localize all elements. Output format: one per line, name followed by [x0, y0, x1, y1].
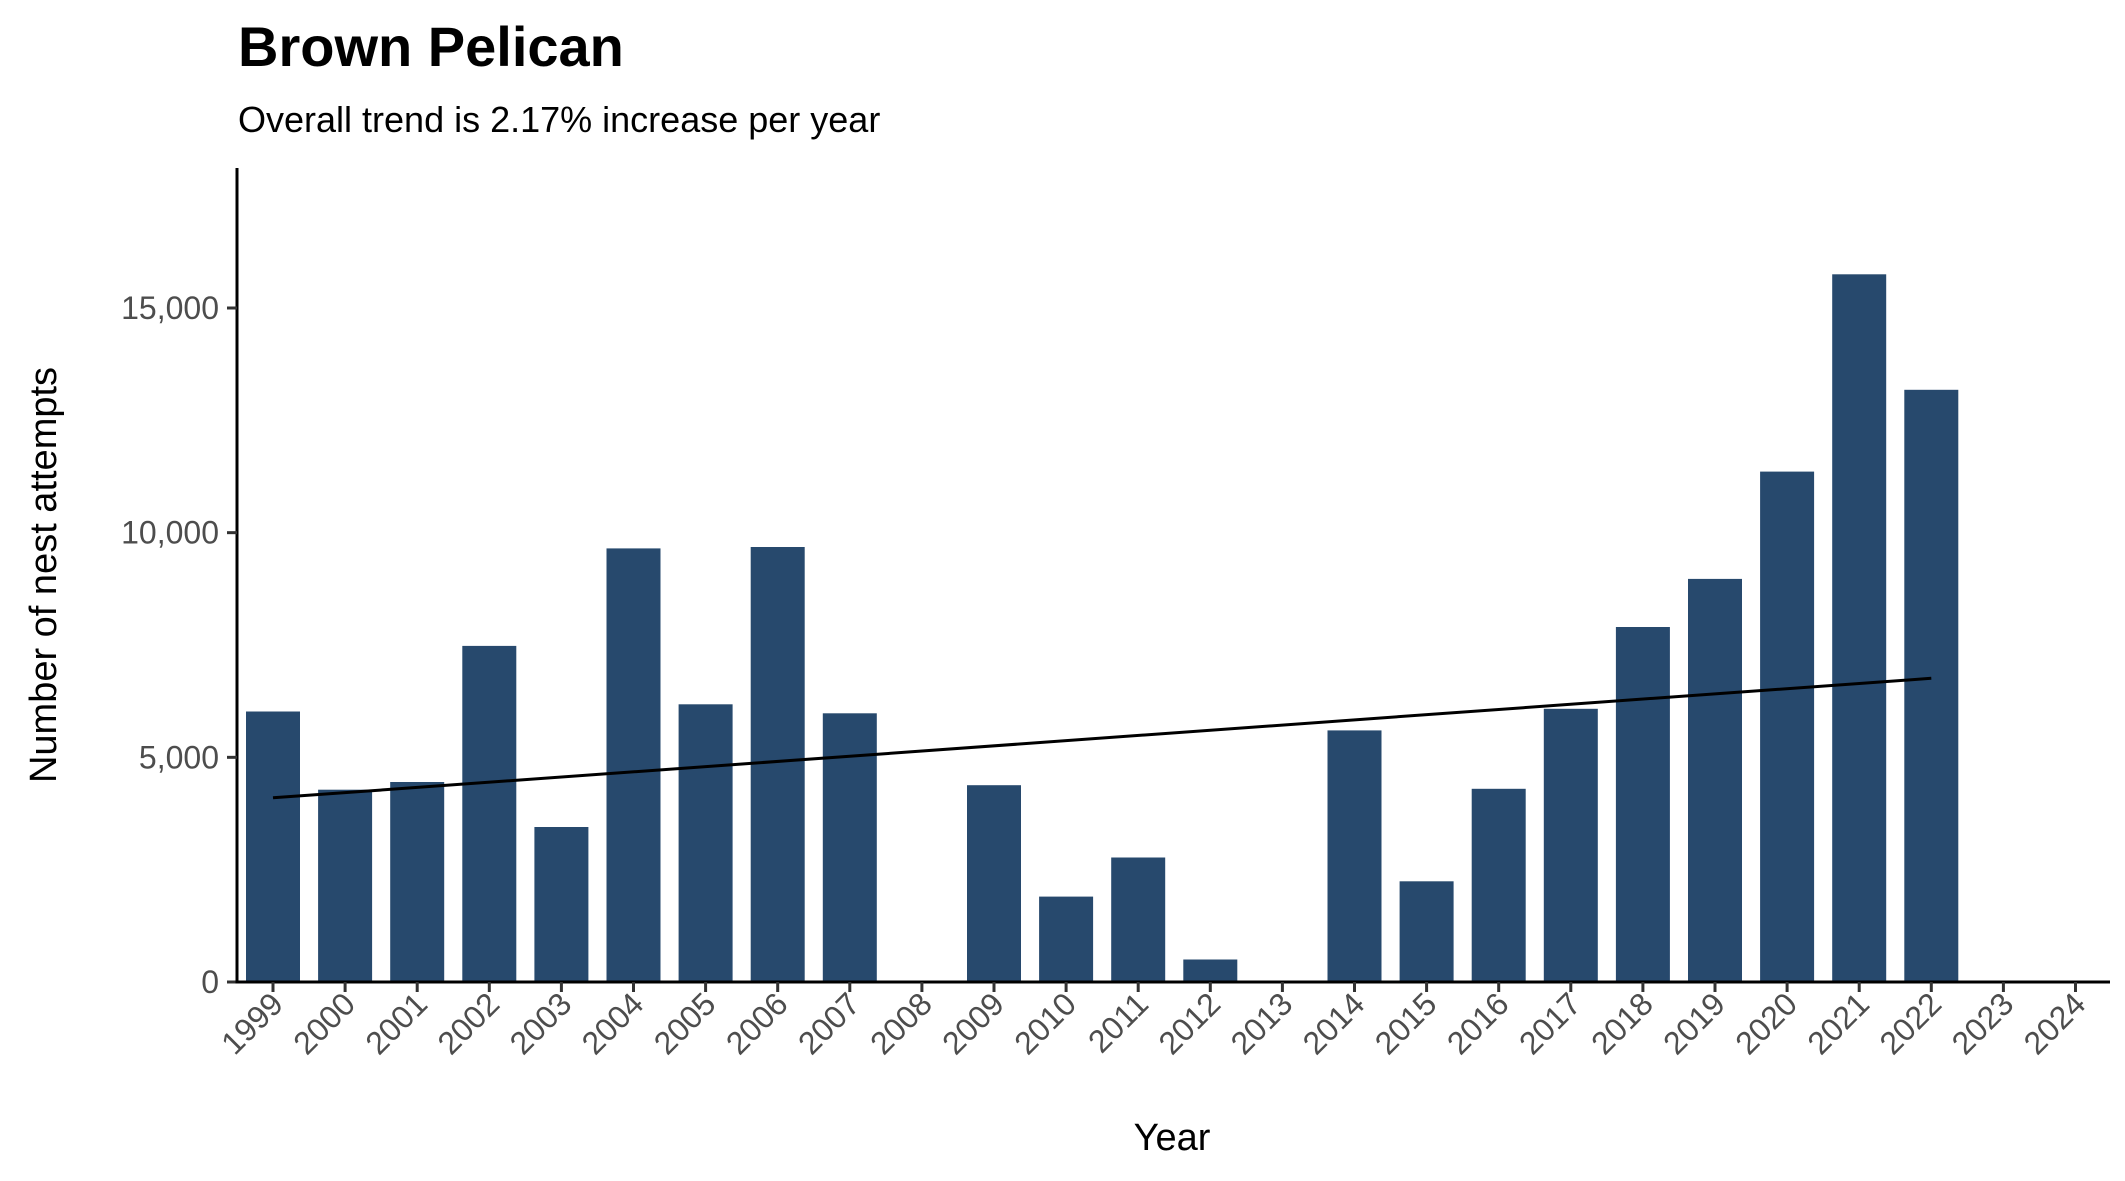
- bar-2011: [1111, 857, 1166, 982]
- bar-2005: [678, 704, 733, 982]
- x-tick-label: 2010: [1007, 985, 1083, 1061]
- bar-2021: [1832, 274, 1887, 982]
- y-axis: 0 5,000 10,000 15,000: [121, 168, 239, 1000]
- x-axis-title: Year: [1134, 1117, 1211, 1159]
- x-tick-label: 2007: [791, 985, 867, 1061]
- x-tick-label: 1999: [214, 985, 290, 1061]
- bar-2022: [1904, 389, 1959, 982]
- x-tick-label: 2021: [1800, 985, 1876, 1061]
- trend-group: [272, 676, 1932, 800]
- x-tick-label: 2015: [1368, 985, 1444, 1061]
- x-tick-label: 2024: [2017, 985, 2093, 1061]
- bar-2016: [1471, 788, 1526, 982]
- x-tick-label: 2001: [358, 985, 434, 1061]
- x-tick-label: 2022: [1872, 985, 1948, 1061]
- bar-2015: [1399, 881, 1454, 982]
- bar-2012: [1183, 959, 1238, 982]
- x-tick-label: 2016: [1440, 985, 1516, 1061]
- x-tick-label: 2004: [575, 985, 651, 1061]
- chart-title: Brown Pelican: [238, 15, 624, 78]
- x-tick-label: 2013: [1224, 985, 1300, 1061]
- bar-2014: [1327, 730, 1382, 982]
- y-tick-label: 5,000: [139, 739, 219, 775]
- bars-group: [246, 274, 1959, 982]
- x-tick-label: 2008: [863, 985, 939, 1061]
- x-tick-label: 2018: [1584, 985, 1660, 1061]
- x-tick-label: 2014: [1296, 985, 1372, 1061]
- bar-1999: [246, 711, 300, 982]
- bar-2004: [606, 548, 661, 982]
- x-tick-label: 2017: [1512, 985, 1588, 1061]
- bar-2001: [390, 782, 445, 982]
- x-tick-label: 2000: [286, 985, 362, 1061]
- bar-2002: [462, 645, 517, 982]
- x-tick-label: 2006: [719, 985, 795, 1061]
- x-tick-label: 2020: [1728, 985, 1804, 1061]
- bar-2017: [1543, 708, 1598, 982]
- x-tick-label: 2002: [430, 985, 506, 1061]
- y-tick-label: 10,000: [121, 515, 219, 551]
- y-tick-label: 0: [201, 964, 219, 1000]
- x-tick-label: 2011: [1081, 985, 1155, 1059]
- bar-2000: [318, 789, 373, 982]
- bar-2003: [534, 827, 589, 982]
- bar-2018: [1615, 627, 1670, 982]
- bar-2006: [750, 547, 805, 982]
- bar-2010: [1039, 896, 1094, 982]
- x-axis: 1999200020012002200320042005200620072008…: [214, 980, 2110, 1061]
- chart-subtitle: Overall trend is 2.17% increase per year: [238, 99, 880, 140]
- bar-2020: [1760, 471, 1815, 982]
- trend-line: [272, 676, 1932, 800]
- y-tick-label: 15,000: [121, 290, 219, 326]
- x-tick-label: 2005: [647, 985, 723, 1061]
- y-axis-title: Number of nest attempts: [23, 367, 65, 783]
- x-tick-label: 2003: [503, 985, 579, 1061]
- x-tick-label: 2019: [1656, 985, 1732, 1061]
- x-tick-label: 2023: [1945, 985, 2021, 1061]
- x-tick-label: 2012: [1151, 985, 1227, 1061]
- bar-2019: [1688, 578, 1742, 982]
- bar-2009: [967, 785, 1021, 982]
- x-tick-label: 2009: [935, 985, 1011, 1061]
